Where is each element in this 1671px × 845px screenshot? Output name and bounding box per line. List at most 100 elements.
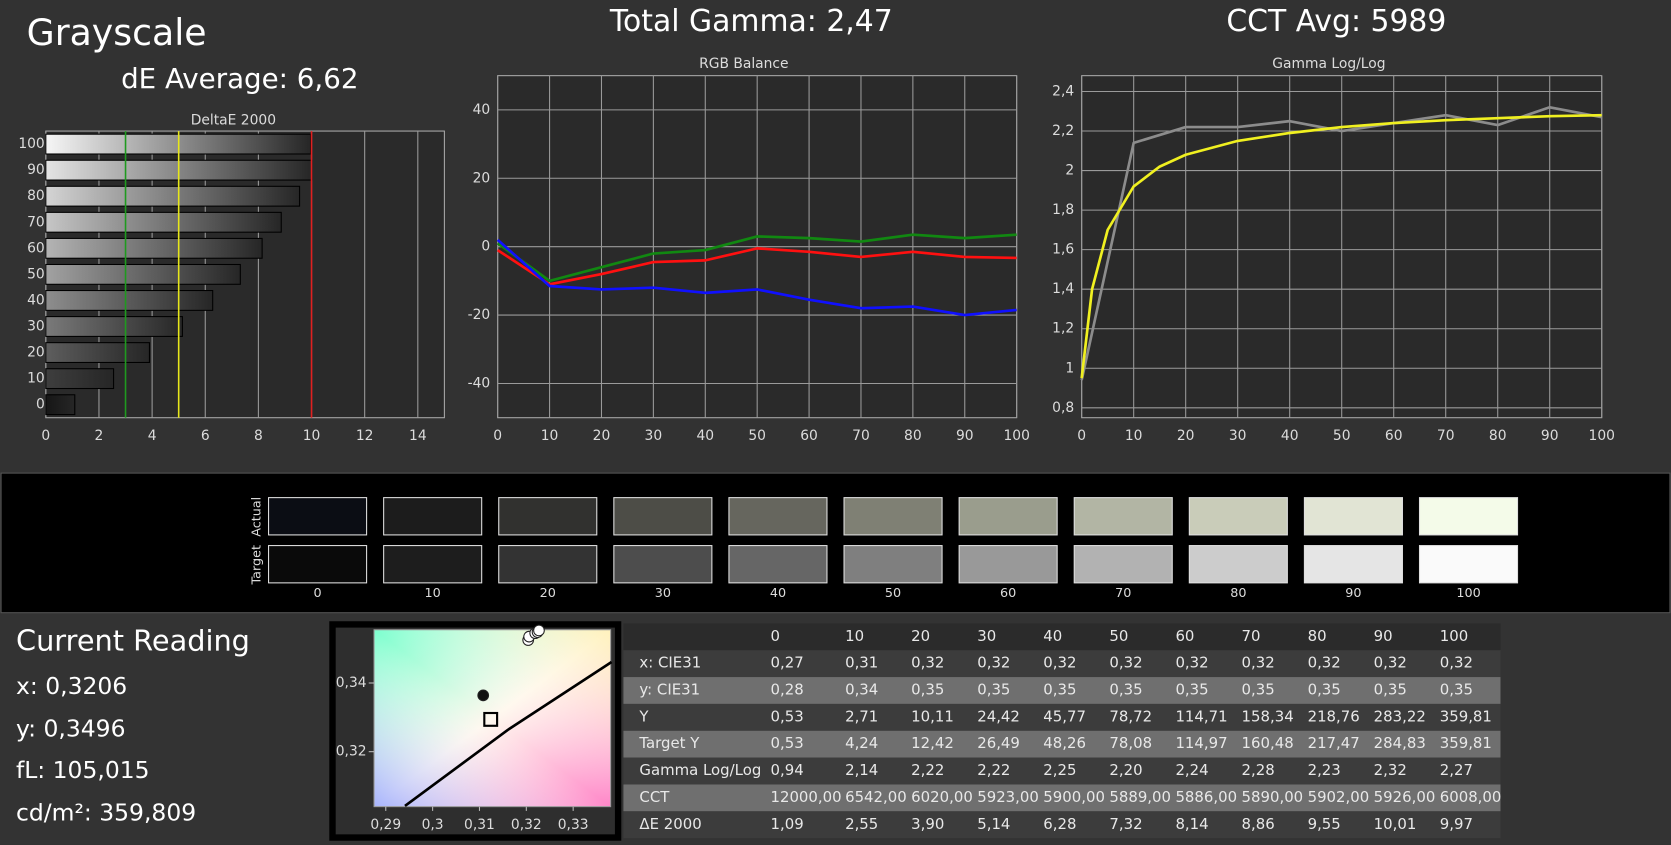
table-cell: 114,97 (1175, 734, 1227, 752)
target-swatch (383, 545, 483, 584)
table-cell: 0,32 (1374, 654, 1407, 672)
y-tick-label: 2 (1065, 163, 1074, 179)
table-cell: 5,14 (977, 815, 1010, 833)
table-cell: 0,35 (1043, 680, 1076, 698)
actual-swatch (613, 497, 713, 536)
x-tick-label: 70 (852, 428, 870, 444)
bar (45, 211, 282, 233)
y-tick-label: 0 (36, 397, 45, 413)
table-cell: 0,35 (1109, 680, 1142, 698)
x-tick-label: 60 (800, 428, 818, 444)
y-tick-label: 80 (27, 188, 45, 204)
swatch-label: 100 (1456, 586, 1480, 601)
data-line (1080, 105, 1602, 381)
x-tick-label: 90 (1541, 428, 1559, 444)
row-label: Gamma Log/Log (639, 761, 761, 779)
table-row (623, 650, 1501, 678)
table-cell: 3,90 (911, 815, 944, 833)
table-cell: 0,53 (770, 734, 803, 752)
x-tick-label: 70 (1437, 428, 1455, 444)
actual-swatch (1188, 497, 1288, 536)
y-tick-label: 0,34 (336, 675, 367, 691)
table-cell: 0,32 (1109, 654, 1142, 672)
table-cell: 0,28 (770, 680, 803, 698)
actual-swatch (1073, 497, 1173, 536)
page-title: Grayscale (27, 11, 207, 54)
row-label: y: CIE31 (639, 680, 700, 698)
swatch-label: 10 (425, 586, 441, 601)
x-tick-label: 40 (696, 428, 714, 444)
table-cell: 284,83 (1374, 734, 1426, 752)
y-tick-label: 20 (473, 170, 491, 186)
x-tick-label: 20 (593, 428, 611, 444)
bar (45, 342, 150, 363)
column-header: 70 (1242, 627, 1261, 645)
target-swatch (498, 545, 598, 584)
measured-point (533, 624, 545, 637)
swatch-label: 50 (885, 586, 901, 601)
column-header: 40 (1043, 627, 1062, 645)
actual-swatch (1303, 497, 1403, 536)
table-cell: 8,86 (1242, 815, 1275, 833)
swatch-label: 30 (655, 586, 671, 601)
x-tick-label: 100 (1589, 428, 1615, 444)
x-tick-label: 8 (254, 428, 263, 444)
table-cell: 0,27 (770, 654, 803, 672)
x-tick-label: 6 (201, 428, 210, 444)
y-tick-label: 90 (27, 162, 45, 178)
table-cell: 0,35 (1308, 680, 1341, 698)
y-tick-label: 0,8 (1052, 400, 1074, 416)
bar (45, 237, 263, 259)
target-swatch (613, 545, 713, 584)
actual-swatch (843, 497, 943, 536)
table-cell: 1,09 (770, 815, 803, 833)
table-cell: 217,47 (1308, 734, 1360, 752)
x-tick-label: 30 (1229, 428, 1247, 444)
table-cell: 283,22 (1374, 707, 1426, 725)
target-swatch (728, 545, 828, 584)
table-cell: 6,28 (1043, 815, 1076, 833)
table-cell: 2,24 (1175, 761, 1208, 779)
target-swatch (268, 545, 368, 584)
table-cell: 5926,00 (1374, 788, 1436, 806)
cie-background-overlay (373, 629, 612, 808)
table-cell: 2,22 (911, 761, 944, 779)
table-cell: 359,81 (1440, 734, 1492, 752)
table-cell: 8,14 (1175, 815, 1208, 833)
x-tick-label: 100 (1003, 428, 1029, 444)
y-tick-label: 1,8 (1052, 202, 1074, 218)
x-tick-label: 0,31 (464, 817, 495, 833)
x-tick-label: 0 (1077, 428, 1086, 444)
swatch-row-label: Target (249, 545, 264, 585)
x-tick-label: 10 (1125, 428, 1143, 444)
y-tick-label: 0,32 (336, 744, 367, 760)
actual-swatch (498, 497, 598, 536)
table-row (623, 730, 1501, 758)
actual-swatch (268, 497, 368, 536)
row-label: Y (638, 707, 649, 725)
current-reading-title: Current Reading (16, 624, 250, 658)
table-cell: 160,48 (1242, 734, 1294, 752)
reading-line: x: 0,3206 (16, 672, 127, 700)
x-tick-label: 0,32 (511, 817, 542, 833)
table-cell: 0,32 (1175, 654, 1208, 672)
x-tick-label: 80 (1489, 428, 1507, 444)
reading-line: cd/m²: 359,809 (16, 799, 196, 827)
table-cell: 6008,00 (1440, 788, 1502, 806)
column-header: 20 (911, 627, 930, 645)
x-tick-label: 14 (409, 428, 427, 444)
data-line (496, 233, 1017, 283)
swatch-label: 40 (770, 586, 786, 601)
row-label: CCT (639, 788, 670, 806)
column-header: 100 (1440, 627, 1468, 645)
table-row (623, 703, 1501, 731)
column-header: 50 (1109, 627, 1128, 645)
x-tick-label: 0,29 (370, 817, 401, 833)
table-cell: 0,35 (911, 680, 944, 698)
x-tick-label: 0 (493, 428, 502, 444)
y-tick-label: 70 (27, 214, 45, 230)
table-cell: 78,72 (1109, 707, 1152, 725)
bar (45, 263, 241, 285)
